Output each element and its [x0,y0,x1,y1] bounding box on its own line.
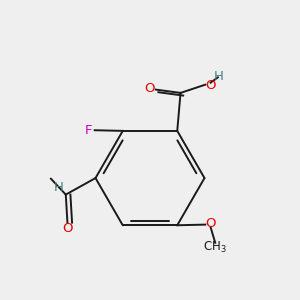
Text: O: O [62,222,73,235]
Text: CH$_3$: CH$_3$ [203,240,227,255]
Text: O: O [206,79,216,92]
Text: O: O [145,82,155,95]
Text: F: F [85,124,92,137]
Text: O: O [206,218,216,230]
Text: H: H [214,70,224,83]
Text: H: H [54,181,64,194]
